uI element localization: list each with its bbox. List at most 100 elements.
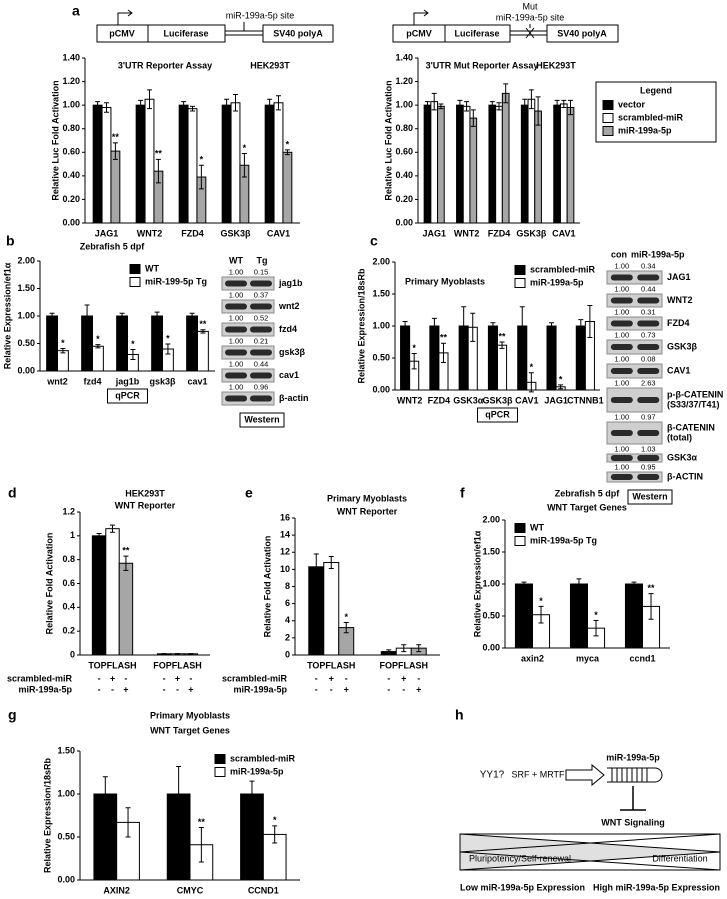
method-box: [107, 388, 148, 404]
significance: *: [530, 362, 534, 372]
legend-swatch: [602, 100, 614, 110]
y-tick-label: 0.20: [62, 194, 80, 204]
y-axis-label: Relative Luc Fold Activation: [50, 80, 60, 200]
y-tick-label: 1.50: [372, 288, 390, 298]
error-bar: [538, 605, 544, 624]
error-bar: [593, 619, 599, 637]
significance: **: [648, 583, 656, 593]
bar: [135, 104, 146, 224]
x-tick-label: FOPFLASH: [380, 660, 429, 670]
x-tick-label: JAG1: [422, 228, 446, 238]
x-tick-label: GSK3β: [220, 228, 251, 238]
method-label: Western: [632, 491, 667, 501]
significance: *: [594, 610, 598, 620]
blot-band: [225, 395, 248, 402]
y-tick-label: 2.00: [17, 255, 35, 265]
y-tick-label: 12: [280, 547, 290, 557]
method-box: [477, 407, 518, 423]
significance: *: [412, 343, 416, 353]
x-tick-label: WNT2: [397, 395, 423, 405]
bar: [144, 98, 155, 224]
lane-header: miR-199a-5p: [631, 249, 685, 259]
y-tick-label: 1.50: [482, 546, 500, 556]
y-tick-label: 1.2: [62, 506, 75, 516]
protein-label: β-actin: [279, 393, 309, 403]
legend-label: miR-199a-5p: [230, 766, 284, 776]
y-tick-label: 0.80: [62, 123, 80, 133]
bar: [91, 535, 107, 656]
chart-title: Primary Myoblasts: [150, 710, 230, 720]
error-bar: [123, 555, 129, 571]
significance: *: [61, 338, 65, 348]
error-bar: [549, 322, 555, 330]
error-bar: [190, 105, 195, 112]
panel-letter: a: [72, 3, 80, 19]
quantification: 0.44: [641, 284, 656, 293]
y-tick-label: 0.50: [482, 610, 500, 620]
condition-sign: -: [330, 684, 333, 694]
construct-label: SV40 polyA: [273, 28, 323, 38]
error-bar: [284, 149, 290, 156]
error-bar: [578, 319, 584, 333]
error-bar: [503, 83, 509, 104]
condition-sign: -: [402, 684, 405, 694]
error-bar: [489, 101, 495, 110]
x-tick-label: WNT2: [137, 228, 163, 238]
x-tick-label: CAV1: [515, 395, 538, 405]
condition-sign: -: [98, 684, 101, 694]
legend-label: miR-199a-5p: [530, 277, 584, 287]
blot-band: [637, 320, 660, 327]
axis-label: Low miR-199a-5p Expression: [460, 882, 585, 892]
blot-band: [250, 372, 272, 379]
bar: [273, 102, 284, 224]
quantification: 1.00: [229, 267, 244, 276]
error-bar: [401, 644, 407, 653]
method-box: [239, 412, 285, 428]
error-bar: [499, 341, 505, 349]
bar: [462, 105, 471, 224]
blot-band: [610, 430, 633, 436]
condition-sign: -: [98, 673, 101, 683]
x-tick-label: TOPFLASH: [307, 660, 355, 670]
error-bar: [155, 158, 161, 184]
quantification: 1.00: [229, 290, 244, 299]
target-label: WNT Signaling: [601, 817, 665, 827]
error-bar: [176, 765, 182, 823]
condition-sign: -: [387, 684, 390, 694]
error-bar: [457, 99, 463, 111]
chart-title: Primary Myoblasts: [327, 493, 407, 503]
bar: [186, 315, 198, 372]
panel-letter: d: [8, 485, 17, 501]
significance: **: [155, 149, 163, 159]
bar: [105, 528, 120, 656]
error-bar: [181, 101, 187, 110]
x-tick-label: WNT2: [454, 228, 480, 238]
left-wedge: [459, 833, 721, 871]
condition-sign: -: [111, 684, 114, 694]
y-tick-label: 0.8: [62, 554, 75, 564]
protein-label: wnt2: [278, 301, 300, 311]
bar: [116, 315, 129, 372]
blot-strip: [221, 299, 275, 314]
bar: [423, 104, 432, 224]
error-bar: [470, 109, 476, 127]
significance: **: [199, 319, 207, 329]
legend-swatch: [514, 536, 526, 546]
y-tick-label: 0.50: [372, 352, 390, 362]
significance: *: [273, 815, 277, 825]
error-bar: [276, 95, 281, 111]
protein-label: WNT2: [667, 295, 693, 305]
y-axis-label: Relative Expression/ef1α: [472, 530, 482, 637]
y-tick-label: 4: [285, 615, 290, 625]
bar: [429, 325, 440, 391]
bar: [92, 345, 104, 372]
y-tick-label: 0.6: [62, 578, 75, 588]
chart-title: 3'UTR Reporter Assay: [118, 60, 212, 70]
method-label: qPCR: [485, 409, 510, 419]
error-bar: [431, 317, 437, 335]
error-bar: [130, 349, 136, 360]
bar: [430, 101, 439, 224]
mirna-label: miR-199a-5p: [606, 752, 660, 762]
panel-letter: f: [460, 485, 465, 501]
